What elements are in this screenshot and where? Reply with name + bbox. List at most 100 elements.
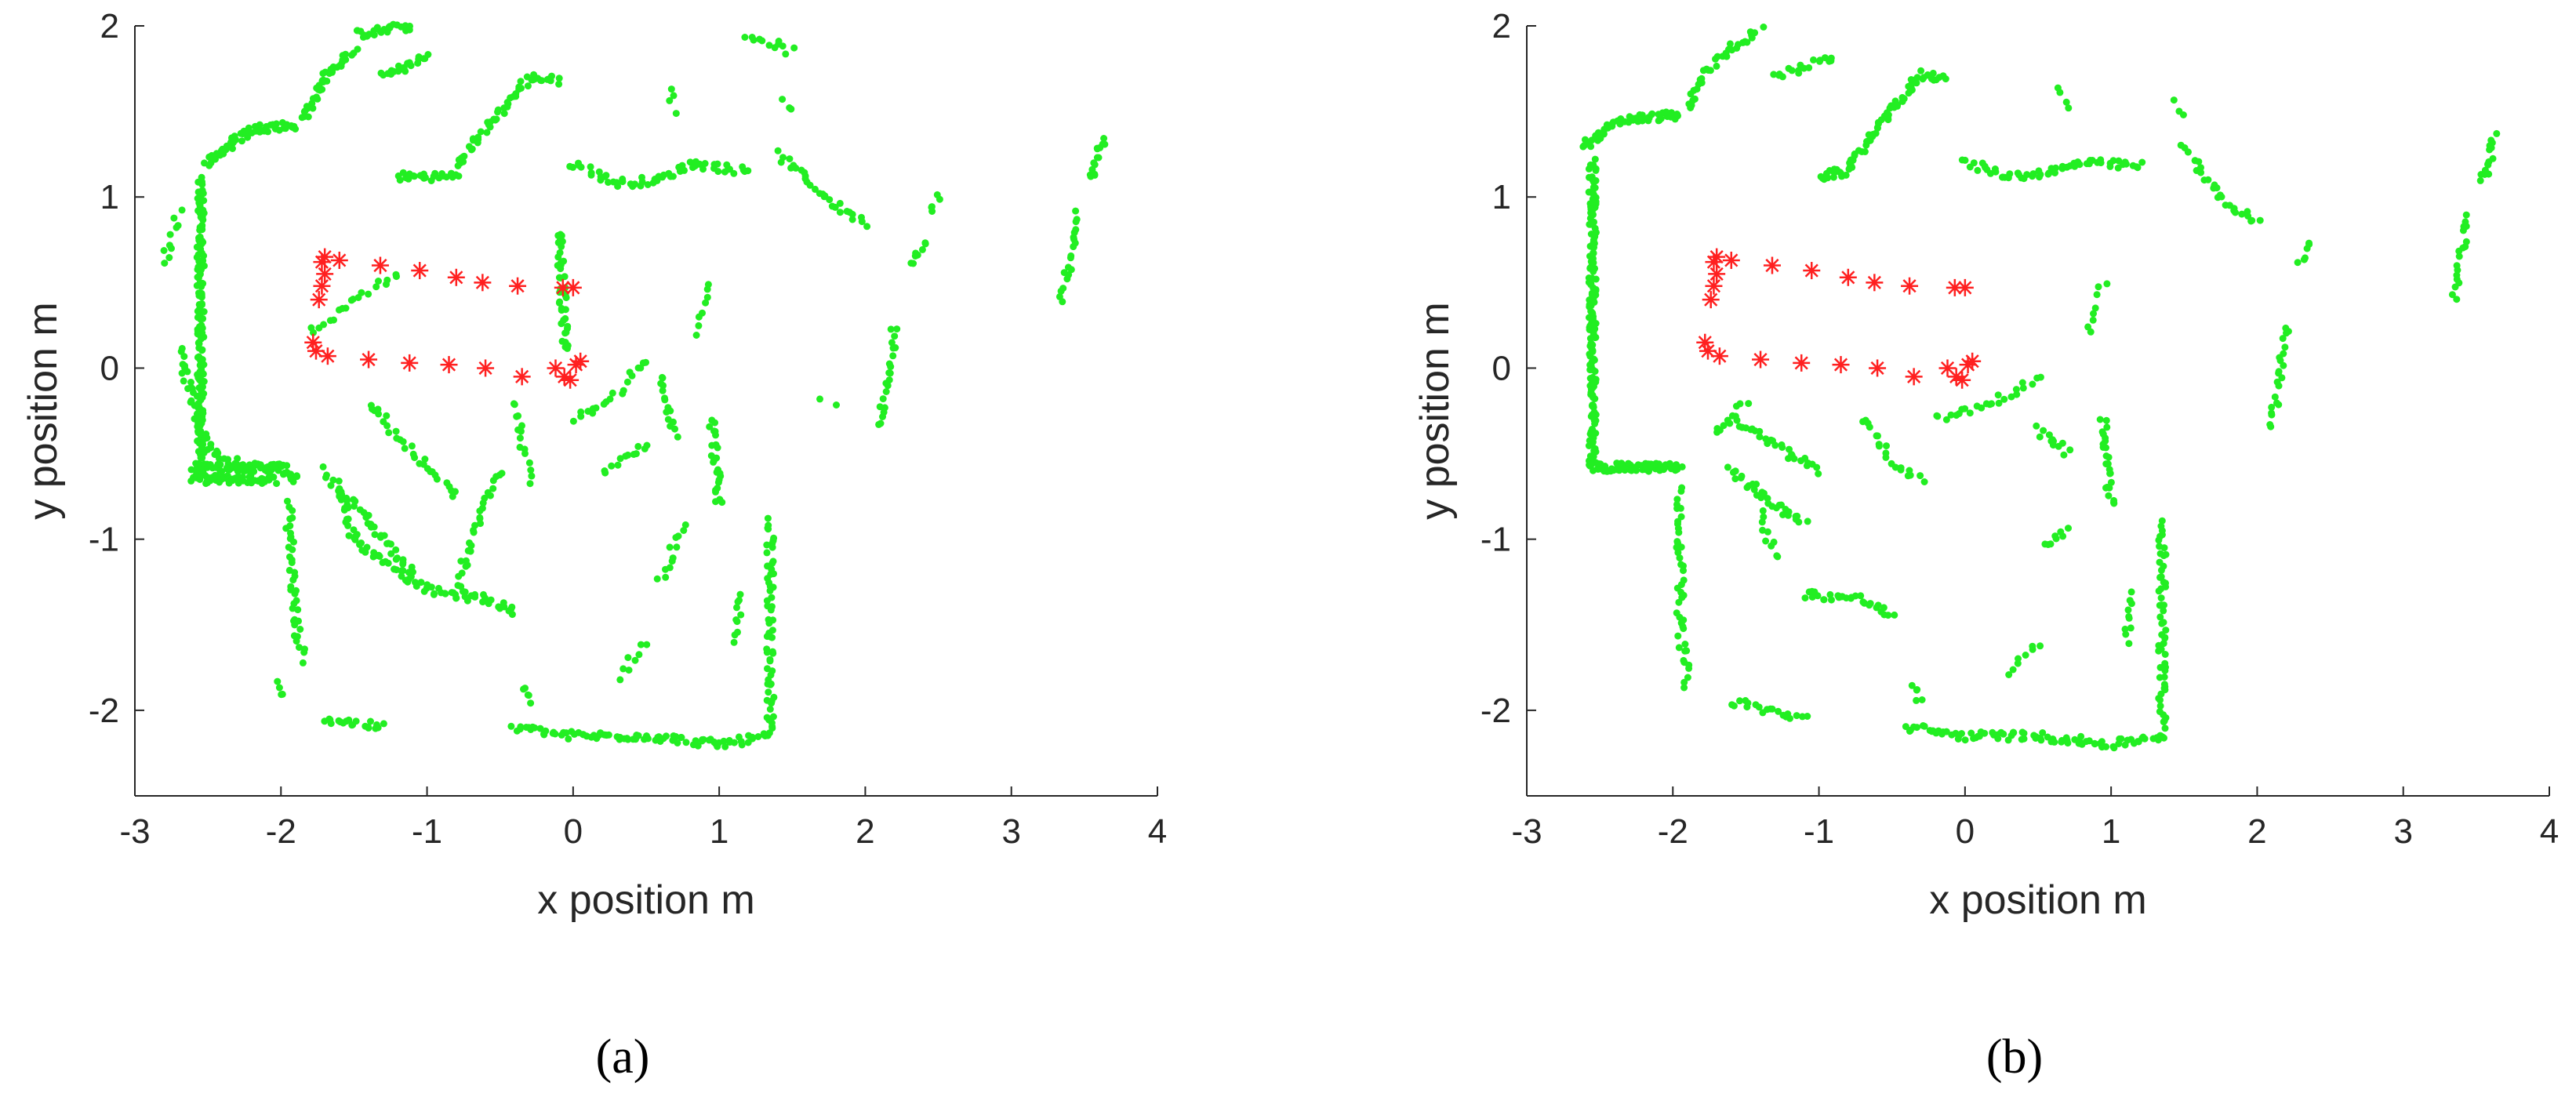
map-point bbox=[737, 738, 745, 746]
map-point bbox=[2065, 104, 2073, 112]
map-point bbox=[569, 163, 577, 171]
map-point bbox=[912, 249, 920, 257]
map-point bbox=[763, 549, 771, 557]
map-point bbox=[404, 578, 412, 586]
map-point bbox=[2124, 606, 2132, 614]
map-point bbox=[387, 550, 395, 558]
map-point bbox=[526, 480, 534, 488]
trajectory-marker bbox=[411, 262, 429, 280]
map-point bbox=[1961, 405, 1969, 412]
map-point bbox=[198, 292, 205, 299]
map-point bbox=[278, 690, 286, 698]
map-point bbox=[816, 395, 823, 403]
map-point bbox=[2009, 666, 2017, 674]
map-point bbox=[1801, 594, 1809, 602]
map-point bbox=[2103, 280, 2111, 288]
map-point bbox=[764, 665, 771, 673]
map-point bbox=[196, 430, 204, 438]
map-point bbox=[1681, 647, 1689, 655]
map-point bbox=[490, 115, 498, 123]
map-point bbox=[558, 242, 565, 250]
map-points-series bbox=[160, 20, 1109, 750]
map-point bbox=[1100, 135, 1108, 142]
map-point bbox=[1093, 154, 1101, 162]
map-point bbox=[721, 743, 729, 750]
map-point bbox=[551, 730, 559, 738]
map-point bbox=[531, 724, 539, 732]
map-point bbox=[198, 443, 205, 451]
map-point bbox=[1592, 176, 1600, 184]
map-point bbox=[770, 534, 778, 542]
map-point bbox=[766, 706, 774, 713]
map-point bbox=[820, 193, 828, 201]
map-point bbox=[528, 472, 536, 480]
y-tick-label: 0 bbox=[100, 349, 119, 387]
map-point bbox=[476, 514, 484, 521]
map-point bbox=[285, 566, 293, 574]
map-point bbox=[256, 461, 264, 469]
map-point bbox=[2106, 470, 2114, 478]
map-point bbox=[342, 56, 350, 64]
map-point bbox=[2271, 393, 2279, 401]
x-tick-label: 4 bbox=[2540, 812, 2559, 851]
map-point bbox=[765, 616, 772, 623]
map-point bbox=[439, 173, 447, 180]
map-point bbox=[674, 739, 681, 746]
map-point bbox=[1913, 74, 1921, 82]
map-point bbox=[1814, 592, 1822, 600]
map-point bbox=[1059, 285, 1067, 292]
map-point bbox=[514, 412, 522, 419]
map-point bbox=[786, 155, 794, 163]
map-point bbox=[517, 427, 525, 435]
map-point bbox=[1685, 664, 1693, 672]
map-point bbox=[876, 403, 884, 411]
map-point bbox=[2036, 642, 2044, 650]
map-point bbox=[320, 321, 328, 329]
map-point bbox=[174, 222, 182, 230]
map-point bbox=[343, 497, 351, 504]
map-point bbox=[2127, 624, 2135, 632]
map-point bbox=[710, 457, 718, 465]
map-point bbox=[763, 645, 771, 653]
map-point bbox=[1743, 484, 1751, 492]
map-point bbox=[452, 590, 460, 598]
map-point bbox=[367, 717, 374, 725]
map-point bbox=[1762, 537, 1770, 545]
map-point bbox=[2160, 717, 2168, 725]
map-point bbox=[307, 324, 315, 332]
map-point bbox=[769, 558, 777, 565]
map-point bbox=[2052, 164, 2059, 172]
map-point bbox=[2091, 739, 2098, 747]
map-point bbox=[2244, 212, 2252, 220]
map-point bbox=[283, 462, 291, 470]
map-point bbox=[1594, 129, 1602, 136]
map-point bbox=[1842, 171, 1850, 179]
map-point bbox=[494, 106, 502, 114]
map-point bbox=[2126, 597, 2134, 605]
map-point bbox=[632, 450, 640, 458]
map-point bbox=[2493, 129, 2501, 137]
map-point bbox=[1729, 468, 1737, 476]
map-point bbox=[577, 163, 585, 171]
map-point bbox=[527, 467, 535, 474]
map-point bbox=[2453, 262, 2461, 270]
map-point bbox=[694, 742, 702, 750]
map-point bbox=[1851, 592, 1859, 600]
map-point bbox=[2122, 160, 2130, 168]
map-point bbox=[298, 114, 306, 122]
map-point bbox=[2102, 452, 2110, 459]
trajectory-marker bbox=[572, 352, 590, 370]
map-point bbox=[933, 191, 941, 198]
map-point bbox=[1891, 611, 1898, 619]
map-point bbox=[623, 378, 631, 386]
map-point bbox=[2284, 328, 2292, 336]
map-point bbox=[1820, 596, 1828, 604]
map-point bbox=[921, 240, 929, 248]
y-tick-label: -1 bbox=[89, 521, 119, 559]
x-tick-label: 1 bbox=[2102, 812, 2120, 851]
map-point bbox=[635, 651, 643, 659]
map-point bbox=[1855, 147, 1862, 154]
map-point bbox=[1779, 511, 1786, 518]
map-point bbox=[197, 213, 205, 221]
map-point bbox=[284, 497, 291, 505]
